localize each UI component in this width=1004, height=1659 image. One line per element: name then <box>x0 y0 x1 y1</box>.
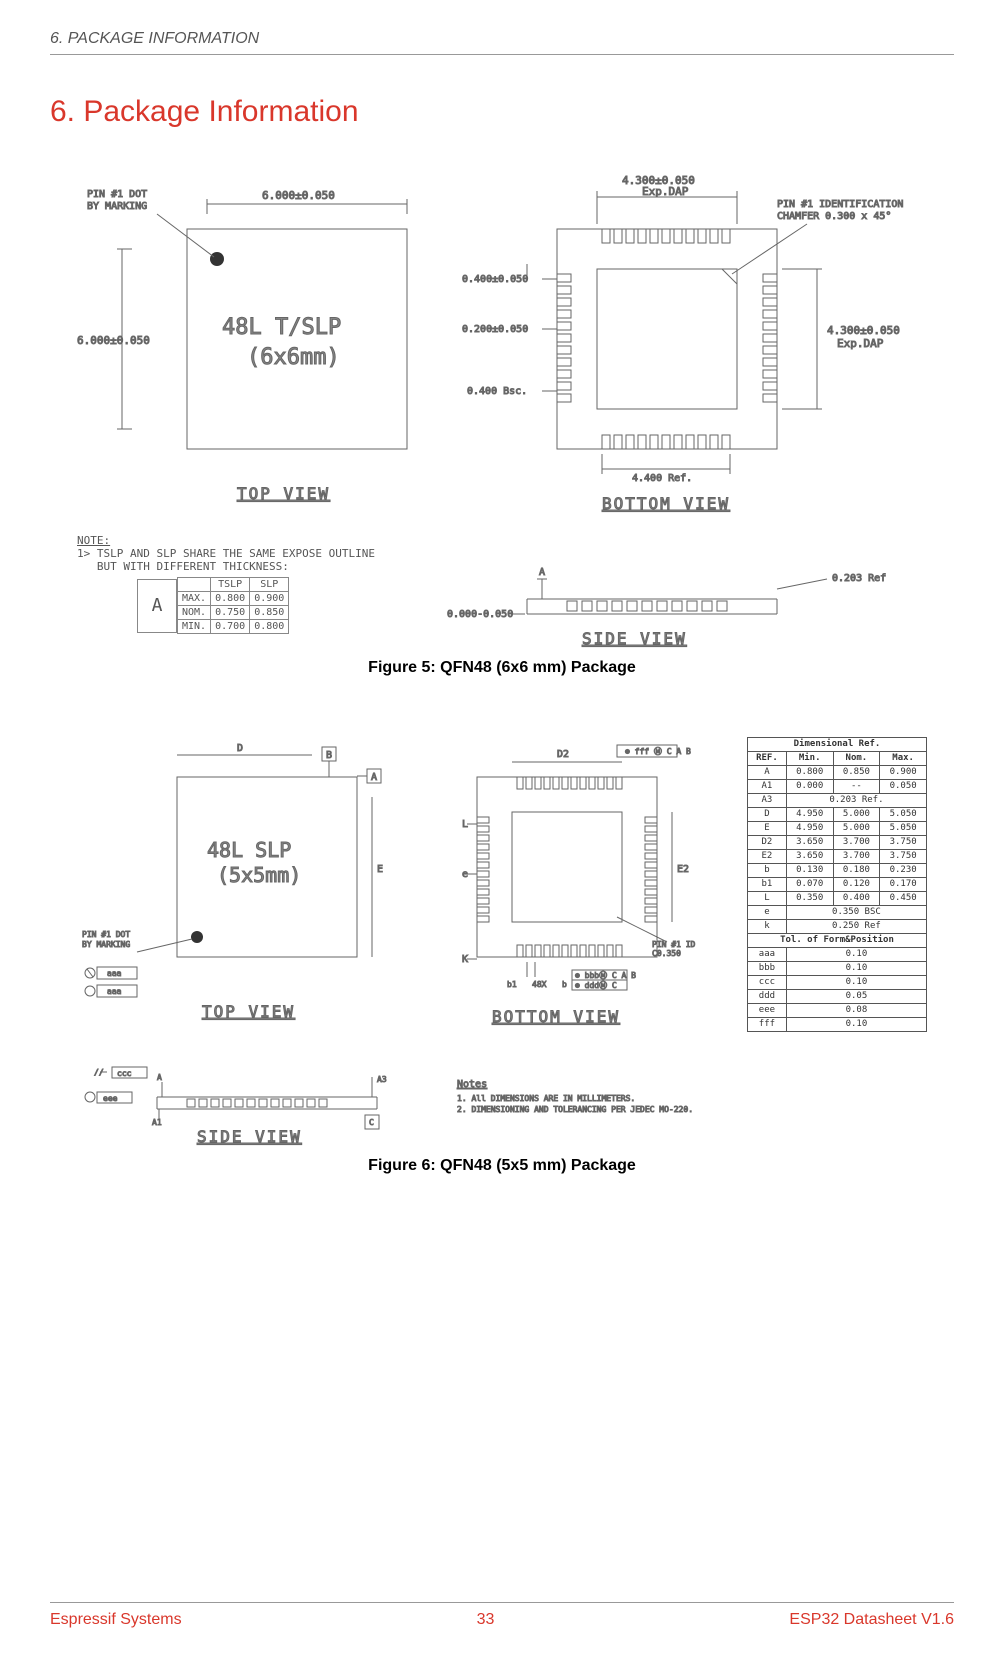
fig6-side-label: SIDE VIEW <box>197 1127 302 1146</box>
fig5-pin1id: PIN #1 IDENTIFICATION <box>777 199 903 210</box>
fig5-exp-h2: Exp.DAP <box>837 337 884 350</box>
fig6-body1: 48L SLP <box>207 838 291 862</box>
fig6-b: b <box>562 980 567 989</box>
fig5-body-l1: 48L T/SLP <box>222 315 341 340</box>
fig6-E2: E2 <box>677 864 689 875</box>
fig6-pinid2: C0.350 <box>652 949 681 958</box>
figure6-caption: Figure 6: QFN48 (5x5 mm) Package <box>368 1157 636 1175</box>
fig6-48x: 48X <box>532 980 547 989</box>
fig6-dimref-table: Dimensional Ref. REF.Min. Nom.Max. A0.80… <box>747 737 927 1032</box>
fig5-note-title: NOTE: <box>77 534 110 547</box>
fig6-E: E <box>377 864 383 875</box>
fig5-bsc: 0.400 Bsc. <box>467 386 527 397</box>
fig5-body-l2: (6x6mm) <box>247 345 340 370</box>
fig6-pin1-a: PIN #1 DOT <box>82 930 130 939</box>
fig5-bottom-label: BOTTOM VIEW <box>602 494 730 513</box>
fig5-chamfer: CHAMFER 0.300 x 45° <box>777 211 891 222</box>
fig5-note-line2: BUT WITH DIFFERENT THICKNESS: <box>77 560 289 573</box>
fig5-top-dim-h: 6.000±0.050 <box>77 334 150 347</box>
page-footer: Espressif Systems 33 ESP32 Datasheet V1.… <box>50 1602 954 1629</box>
fig6-C: C <box>369 1118 374 1127</box>
fig5-note-table: TSLPSLP MAX.0.8000.900 NOM.0.7500.850 MI… <box>177 577 289 634</box>
fig6-aaa: aaa <box>107 969 122 978</box>
fig6-ccc: ccc <box>117 1069 132 1078</box>
svg-text:⊕ dddⓂ C: ⊕ dddⓂ C <box>575 981 617 990</box>
figure-5: 6.000±0.050 6.000±0.050 PIN #1 DOT BY MA… <box>50 169 954 677</box>
fig6-A: A <box>371 772 377 783</box>
fig6-notes-1: 1. All DIMENSIONS ARE IN MILLIMETERS. <box>457 1094 635 1103</box>
fig5-pin1-l1: PIN #1 DOT <box>87 189 147 200</box>
fig5-d200: 0.200±0.050 <box>462 324 528 335</box>
svg-text:⊕ fff Ⓜ C A B: ⊕ fff Ⓜ C A B <box>625 747 691 756</box>
footer-right: ESP32 Datasheet V1.6 <box>789 1611 954 1629</box>
footer-center: 33 <box>477 1611 495 1629</box>
svg-text:⊕ bbbⓂ C A B: ⊕ bbbⓂ C A B <box>575 971 636 980</box>
fig5-exp-w2: Exp.DAP <box>642 185 689 198</box>
svg-text://: // <box>94 1068 104 1077</box>
section-title: 6. Package Information <box>50 95 954 129</box>
fig5-top-dim-w: 6.000±0.050 <box>262 189 335 202</box>
fig6-bottom-label: BOTTOM VIEW <box>492 1007 620 1026</box>
fig6-A3: A3 <box>377 1075 387 1084</box>
fig5-note-block: NOTE: 1> TSLP AND SLP SHARE THE SAME EXP… <box>77 534 947 634</box>
figure5-caption: Figure 5: QFN48 (6x6 mm) Package <box>368 659 636 677</box>
fig5-note-line1: 1> TSLP AND SLP SHARE THE SAME EXPOSE OU… <box>77 547 375 560</box>
fig6-notes-2: 2. DIMENSIONING AND TOLERANCING PER JEDE… <box>457 1105 693 1114</box>
running-header: 6. PACKAGE INFORMATION <box>50 30 954 55</box>
fig6-eee: eee <box>103 1094 118 1103</box>
fig6-top-label: TOP VIEW <box>202 1002 295 1021</box>
fig6-body2: (5x5mm) <box>217 863 301 887</box>
fig5-ref: 4.400 Ref. <box>632 473 692 484</box>
fig6-B: B <box>326 750 332 761</box>
fig6-pin1-b: BY MARKING <box>82 940 130 949</box>
fig6-pinid1: PIN #1 ID <box>652 940 696 949</box>
fig6-aaa2: aaa <box>107 987 122 996</box>
figure-6: D B A E PIN #1 DOT BY MARKING 48L SLP (5… <box>50 737 954 1175</box>
fig5-note-A: A <box>137 579 177 633</box>
fig6-side-A: A <box>157 1073 162 1082</box>
fig6-A1: A1 <box>152 1118 162 1127</box>
fig5-d400: 0.400±0.050 <box>462 274 528 285</box>
fig6-D: D <box>237 743 243 754</box>
fig6-b1: b1 <box>507 980 517 989</box>
fig5-exp-h1: 4.300±0.050 <box>827 324 900 337</box>
footer-left: Espressif Systems <box>50 1611 182 1629</box>
fig5-top-label: TOP VIEW <box>237 484 330 503</box>
fig6-D2: D2 <box>557 749 569 760</box>
fig6-notes-title: Notes <box>457 1079 487 1090</box>
fig5-pin1-l2: BY MARKING <box>87 201 147 212</box>
